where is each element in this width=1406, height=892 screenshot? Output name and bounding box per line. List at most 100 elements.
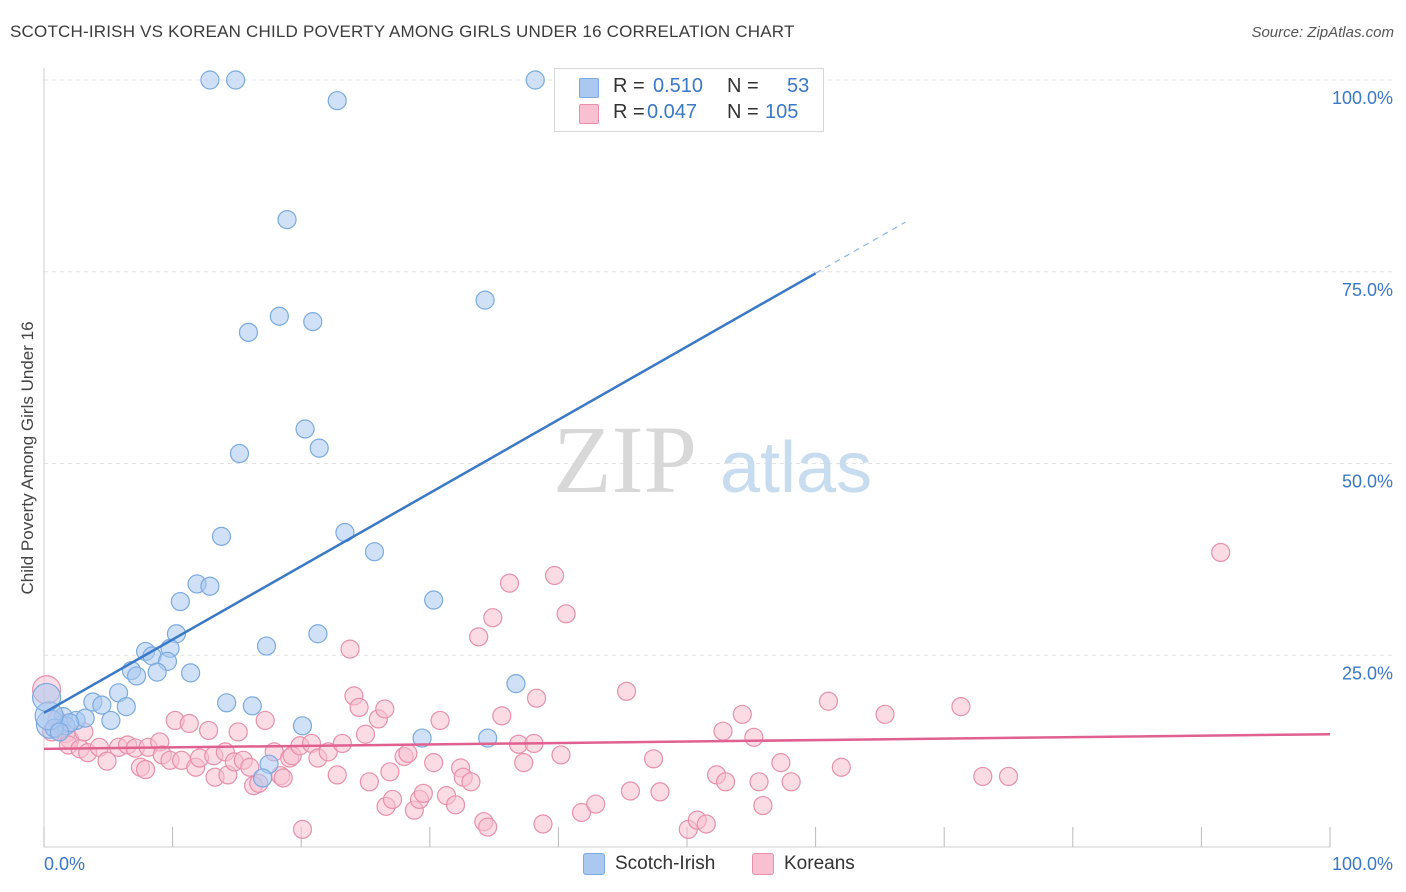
n-label: N =: [727, 75, 759, 97]
korean-point: [715, 772, 736, 792]
stats-box: R = 0.510 N = 53 R = 0.047 N = 105: [554, 68, 824, 132]
scotch-irish-point: [147, 662, 167, 682]
scotch-irish-point: [211, 526, 232, 546]
scotch-irish-point: [92, 695, 112, 715]
y-tick-label: 75.0%: [1342, 280, 1393, 300]
r-value: 0.510: [653, 75, 704, 97]
korean-point: [292, 819, 313, 839]
scotch-irish-points: [31, 70, 545, 788]
koreans-trend-line: [43, 733, 1331, 751]
korean-point: [273, 768, 293, 788]
scotch-irish-point: [49, 722, 70, 742]
scotch-irish-point: [412, 728, 432, 748]
korean-point: [998, 766, 1019, 787]
korean-point: [424, 753, 444, 773]
korean-point: [514, 753, 534, 773]
korean-point: [240, 757, 260, 777]
korean-point: [571, 802, 592, 823]
korean-point: [951, 697, 971, 717]
korean-points: [31, 542, 1231, 839]
watermark: ZIP atlas: [553, 406, 872, 513]
scotch-irish-point: [506, 674, 526, 694]
y-tick-label: 50.0%: [1342, 472, 1393, 492]
korean-point: [713, 721, 733, 741]
r-label: R =: [613, 75, 645, 97]
scotch-irish-point: [424, 590, 444, 610]
korean-point: [483, 608, 503, 628]
scotch-irish-point: [308, 624, 328, 644]
y-tick-label: 25.0%: [1342, 663, 1393, 683]
scotch-irish-point: [181, 663, 201, 683]
korean-point: [781, 772, 801, 792]
korean-point: [461, 772, 481, 792]
legend-swatch-koreans: [752, 853, 774, 875]
source-label[interactable]: Source: ZipAtlas.com: [1251, 24, 1394, 41]
korean-point: [445, 795, 466, 815]
scotch-irish-point: [242, 696, 262, 716]
korean-point: [973, 766, 993, 787]
scotch-irish-point: [327, 91, 347, 111]
korean-point: [375, 699, 395, 719]
korean-point: [771, 753, 791, 773]
n-value: 105: [765, 101, 799, 123]
korean-point: [382, 789, 403, 810]
korean-point: [586, 794, 606, 814]
korean-point: [478, 817, 498, 837]
korean-point: [179, 713, 199, 734]
korean-point: [533, 814, 553, 834]
scotch-irish-point: [303, 312, 323, 332]
scotch-irish-trend-line: [43, 272, 817, 714]
koreans-swatch: [579, 104, 599, 124]
korean-point: [753, 795, 773, 816]
scotch-irish-point: [277, 209, 297, 230]
korean-point: [875, 704, 895, 724]
scotch-irish-trend-extension: [815, 221, 906, 274]
korean-point: [643, 749, 664, 769]
korean-point: [430, 710, 450, 731]
korean-point: [556, 604, 576, 624]
korean-point: [1211, 542, 1231, 563]
korean-point: [355, 724, 376, 744]
scotch-irish-point: [292, 716, 313, 736]
scotch-irish-point: [475, 290, 495, 310]
scotch-irish-point: [269, 306, 289, 326]
korean-point: [492, 706, 512, 726]
legend-swatch-scotch-irish: [583, 853, 605, 875]
scotch-irish-point: [226, 70, 246, 90]
korean-point: [469, 627, 489, 647]
korean-point: [744, 727, 764, 747]
n-label: N =: [727, 101, 759, 123]
scotch-irish-point: [217, 693, 237, 713]
korean-point: [135, 759, 156, 780]
legend-label-koreans: Koreans: [784, 853, 855, 874]
scotch-irish-point: [295, 419, 315, 439]
grid-lines: [44, 79, 1392, 656]
scotch-irish-point: [256, 636, 277, 656]
y-tick-label: 100.0%: [1332, 88, 1393, 108]
korean-point: [380, 762, 400, 782]
scotch-irish-point: [238, 322, 259, 342]
scotch-irish-point: [525, 70, 545, 90]
korean-point: [340, 639, 360, 659]
scotch-irish-point: [116, 697, 136, 717]
korean-point: [544, 565, 565, 586]
axes: [43, 68, 1331, 848]
korean-point: [526, 688, 547, 708]
scotch-irish-swatch: [579, 78, 599, 98]
x-tick-label-max: 100.0%: [1332, 854, 1393, 874]
korean-point: [749, 772, 769, 792]
korean-point: [413, 783, 433, 803]
legend-label-scotch-irish: Scotch-Irish: [615, 853, 716, 874]
korean-point: [318, 742, 338, 762]
korean-point: [327, 765, 347, 785]
korean-point: [199, 720, 219, 741]
korean-point: [359, 772, 379, 792]
korean-point: [818, 691, 839, 711]
korean-point: [831, 757, 851, 777]
korean-point: [499, 573, 520, 593]
korean-point: [255, 710, 275, 731]
korean-point: [650, 782, 670, 802]
korean-point: [228, 722, 248, 742]
r-label: R =: [613, 101, 645, 123]
